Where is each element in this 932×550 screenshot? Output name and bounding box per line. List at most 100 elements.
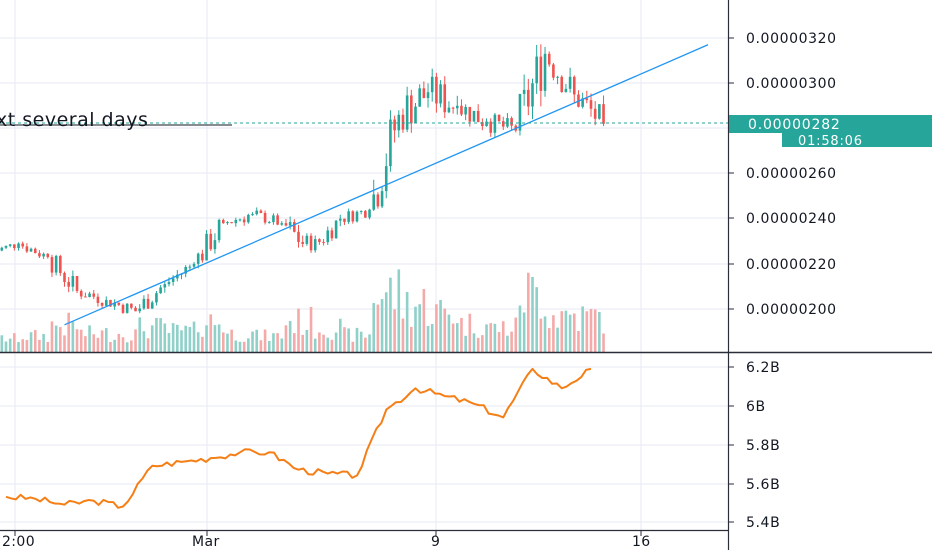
chart-grid — [0, 0, 728, 530]
volume-bar — [531, 276, 534, 352]
candle-body — [42, 253, 45, 257]
volume-bar — [242, 341, 246, 352]
candle-body — [226, 222, 229, 224]
candle-body — [21, 243, 25, 247]
candle-body — [481, 122, 484, 127]
volume-bar — [104, 328, 108, 352]
trend-line[interactable] — [64, 44, 709, 326]
candle-body — [485, 121, 488, 127]
candle-body — [581, 98, 584, 107]
volume-bar — [443, 308, 447, 352]
volume-bar — [514, 317, 518, 352]
candle-body — [497, 114, 501, 122]
candle-body — [280, 223, 284, 225]
candle-body — [547, 53, 551, 65]
volume-bar — [543, 316, 547, 352]
candle-body — [418, 88, 421, 107]
volume-bar — [75, 329, 79, 352]
candle-body — [535, 56, 538, 84]
volume-bar — [376, 304, 380, 352]
candle-body — [305, 235, 309, 244]
price-tick: 0.00000320 — [746, 31, 837, 47]
volume-bar — [372, 303, 376, 352]
candle-body — [522, 89, 526, 94]
volume-bar — [71, 321, 75, 352]
candle-body — [188, 266, 192, 268]
price-tick: 0.00000260 — [746, 166, 837, 182]
candle-body — [585, 98, 589, 101]
volume-bar — [451, 323, 455, 352]
candle-body — [88, 293, 91, 297]
candle-body — [598, 104, 601, 119]
chart-annotation[interactable]: xt several days — [0, 109, 148, 131]
candle-body — [435, 76, 438, 104]
indicator-axis[interactable]: 6.2B 6B 5.8B 5.6B 5.4B — [728, 360, 780, 531]
volume-bar — [343, 327, 346, 352]
volume-bar — [347, 328, 350, 352]
candle-body — [171, 278, 175, 282]
volume-bar — [506, 335, 509, 352]
price-tick: 0.00000220 — [746, 257, 837, 273]
volume-bar — [568, 314, 572, 352]
candle-body — [159, 287, 162, 294]
time-axis[interactable]: 2:00 Mar 9 16 — [2, 530, 651, 550]
volume-bar — [29, 332, 33, 352]
volume-bar — [230, 329, 233, 352]
candle-body — [176, 274, 179, 279]
price-axis[interactable]: 0.00000320 0.00000300 0.00000260 0.00000… — [728, 31, 837, 318]
volume-bar — [284, 325, 288, 352]
candle-body — [96, 296, 100, 303]
candle-body — [255, 210, 259, 215]
volume-bar — [213, 325, 217, 352]
last-price-tag — [729, 115, 932, 133]
indicator-tick: 5.6B — [746, 477, 780, 493]
volume-bar — [426, 326, 430, 352]
volume-bar — [401, 318, 405, 352]
candle-body — [29, 248, 33, 252]
volume-bar — [263, 329, 267, 352]
volume-bar — [21, 339, 25, 352]
candle-body — [117, 302, 121, 305]
candle-body — [318, 239, 321, 243]
volume-bar — [79, 329, 83, 352]
candle-body — [234, 219, 238, 224]
volume-bar — [8, 338, 12, 352]
volume-bar — [556, 327, 559, 352]
volume-bar — [364, 337, 367, 352]
volume-bar — [167, 333, 171, 352]
volume-bar — [113, 339, 116, 352]
volume-bar — [464, 335, 467, 352]
volume-bar — [255, 329, 259, 352]
candle-body — [46, 253, 50, 258]
volume-bar — [518, 305, 522, 352]
indicator-tick: 6B — [746, 399, 766, 415]
candle-body — [238, 219, 242, 221]
volume-bar — [288, 321, 292, 352]
volume-bar — [455, 323, 459, 352]
candle-body — [426, 92, 430, 99]
volume-bar — [176, 324, 179, 352]
candle-body — [372, 194, 376, 210]
volume-bar — [209, 314, 213, 352]
volume-bar — [50, 321, 54, 352]
candle-body — [560, 76, 564, 92]
candle-body — [251, 214, 254, 216]
candle-body — [460, 105, 463, 115]
volume-bar — [33, 330, 37, 352]
indicator-line — [5, 367, 592, 509]
volume-bar — [146, 338, 150, 352]
candle-body — [564, 88, 568, 92]
candle-body — [510, 118, 513, 126]
candle-body — [146, 298, 150, 309]
candle-body — [100, 302, 104, 306]
volume-bar — [297, 308, 300, 352]
volume-bar — [125, 342, 129, 352]
time-tick: Mar — [192, 534, 220, 550]
candle-body — [556, 76, 559, 78]
volume-bar — [326, 337, 330, 352]
candle-body — [130, 303, 133, 308]
volume-bar — [593, 309, 597, 352]
candle-body — [247, 214, 250, 223]
volume-bar — [63, 335, 66, 352]
